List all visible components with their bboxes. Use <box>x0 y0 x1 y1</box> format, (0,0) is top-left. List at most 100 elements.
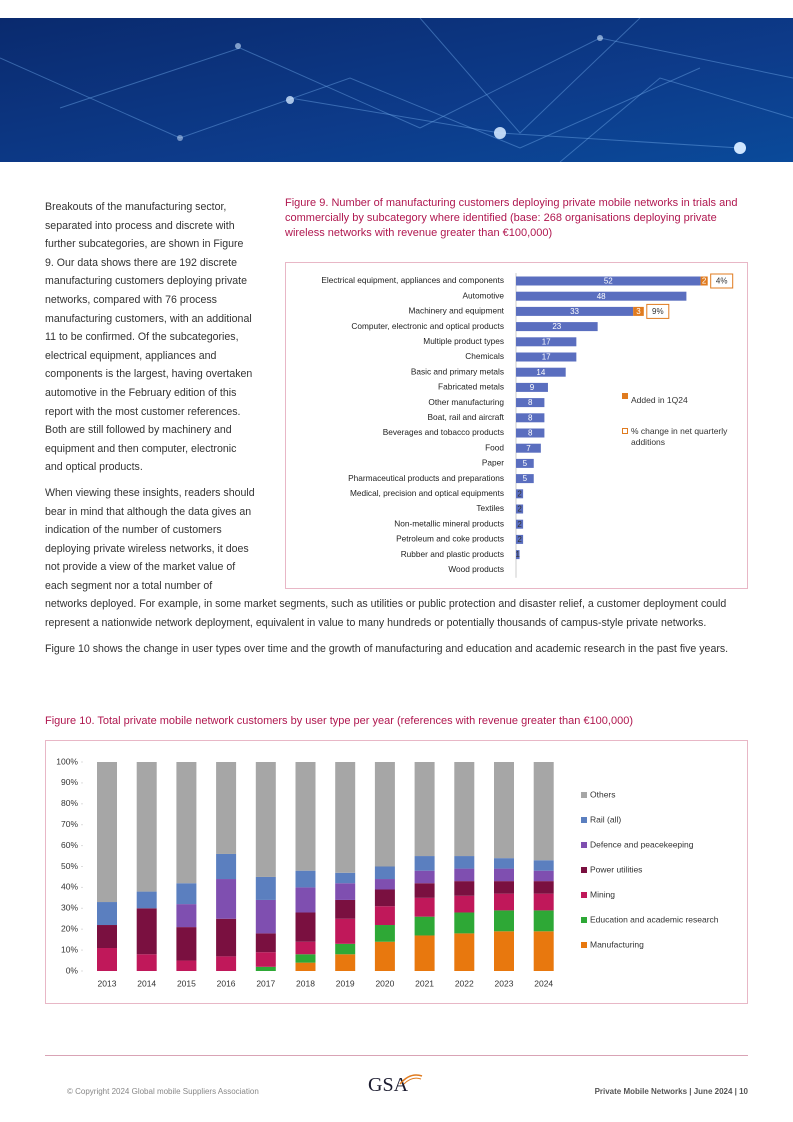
x-tick-label: 2015 <box>177 978 196 988</box>
legend-label: Added in 1Q24 <box>631 395 688 405</box>
figure-title: Figure 9. Number of manufacturing custom… <box>285 197 738 239</box>
text-flow: Figure 9. Number of manufacturing custom… <box>45 196 748 665</box>
value-label: 52 <box>604 277 613 286</box>
bar-segment <box>533 931 554 971</box>
paragraph: Breakouts of the manufacturing sector, s… <box>45 201 253 474</box>
x-tick-label: 2013 <box>98 978 117 988</box>
value-label: 2 <box>702 277 707 286</box>
bar-segment <box>414 897 435 917</box>
bar <box>516 398 545 408</box>
bar-segment <box>255 876 276 900</box>
bar-segment <box>494 762 514 859</box>
value-label: 48 <box>597 292 606 301</box>
legend-label: Rail (all) <box>590 814 621 824</box>
page-info: Private Mobile Networks | June 2024 | 10 <box>594 1087 748 1096</box>
value-label: 7 <box>526 444 531 453</box>
bar <box>516 504 524 514</box>
bar-segment <box>255 762 276 877</box>
x-tick-label: 2014 <box>137 978 156 988</box>
bar-segment <box>295 912 316 942</box>
category-label: Paper <box>482 458 504 468</box>
logo: GSA <box>368 1074 409 1096</box>
x-tick-label: 2020 <box>375 978 394 988</box>
bar-segment <box>494 910 514 932</box>
change-label: 9% <box>652 307 664 316</box>
figure-title: Figure 10. Total private mobile network … <box>45 715 633 727</box>
category-label: Non-metallic mineral products <box>394 518 504 528</box>
bar-segment <box>454 881 475 896</box>
legend-swatch <box>581 942 587 948</box>
figure-9: Figure 9. Number of manufacturing custom… <box>285 196 748 589</box>
bar-segment <box>216 879 237 919</box>
x-tick-label: 2022 <box>455 978 474 988</box>
chart-frame <box>45 740 748 1004</box>
bar-segment <box>216 853 237 880</box>
bar-segment <box>414 762 435 857</box>
legend-swatch <box>622 393 628 399</box>
bar-segment <box>295 887 316 913</box>
category-label: Other manufacturing <box>428 397 504 407</box>
bar-segment <box>414 916 435 936</box>
y-tick-label: 30% <box>61 903 78 913</box>
value-label: 33 <box>570 307 579 316</box>
change-box <box>710 273 734 289</box>
bar <box>516 382 548 392</box>
category-label: Fabricated metals <box>438 382 504 392</box>
legend-label: Education and academic research <box>590 914 719 924</box>
category-label: Textiles <box>476 503 504 513</box>
bar-segment <box>335 899 356 919</box>
x-tick-label: 2021 <box>415 978 434 988</box>
bar-segment <box>454 868 475 882</box>
bar-segment <box>295 762 316 871</box>
bar-segment <box>374 906 395 926</box>
legend-item: Added in 1Q24 <box>622 391 742 410</box>
value-label: 17 <box>542 353 551 362</box>
bar <box>516 474 534 484</box>
category-label: Pharmaceutical products and preparations <box>348 473 504 483</box>
x-tick-label: 2024 <box>534 978 553 988</box>
x-tick-label: 2017 <box>256 978 275 988</box>
value-label: 5 <box>523 474 528 483</box>
logo-arc <box>399 1074 423 1085</box>
bar <box>516 443 541 453</box>
x-tick-label: 2018 <box>296 978 315 988</box>
bar <box>516 291 687 301</box>
bar-segment <box>176 883 197 905</box>
category-label: Rubber and plastic products <box>401 549 504 559</box>
bar-segment <box>216 918 237 957</box>
bar-segment <box>494 868 514 882</box>
bar <box>516 322 598 332</box>
copyright: © Copyright 2024 Global mobile Suppliers… <box>67 1087 259 1096</box>
value-label: 8 <box>528 398 533 407</box>
bar-segment <box>494 881 514 894</box>
legend-label: Others <box>590 789 616 799</box>
bar-segment <box>255 899 276 934</box>
bar <box>516 413 545 423</box>
footer-rule <box>45 1055 748 1056</box>
bar <box>516 306 634 316</box>
header-banner <box>0 18 793 162</box>
bar-segment <box>374 889 395 907</box>
legend-label: Mining <box>590 889 615 899</box>
category-label: Computer, electronic and optical product… <box>351 321 504 331</box>
chart: 0% 10% 20% 30% 40% 50% 60% 70% 80% 90% 100% 2013 201… <box>45 740 748 1004</box>
legend-label: Manufacturing <box>590 939 644 949</box>
bar <box>516 337 577 347</box>
category-label: Automotive <box>462 290 504 300</box>
value-label: 8 <box>528 429 533 438</box>
bar-segment <box>216 762 237 854</box>
bar-segment <box>414 870 435 884</box>
bar-segment <box>136 954 157 971</box>
y-tick-label: 90% <box>61 777 78 787</box>
bar-segment <box>374 866 395 880</box>
chart: Electrical equipment, appliances and com… <box>321 273 734 578</box>
bar-segment <box>335 943 356 955</box>
legend-label: Defence and peacekeeping <box>590 839 694 849</box>
bar-segment <box>295 941 316 955</box>
legend-swatch <box>581 842 587 848</box>
bar-segment <box>374 925 395 942</box>
value-label: 5 <box>523 459 528 468</box>
bar-segment <box>374 879 395 890</box>
y-tick-label: 40% <box>61 882 78 892</box>
legend-label: % change in net quarterly additions <box>631 425 728 447</box>
